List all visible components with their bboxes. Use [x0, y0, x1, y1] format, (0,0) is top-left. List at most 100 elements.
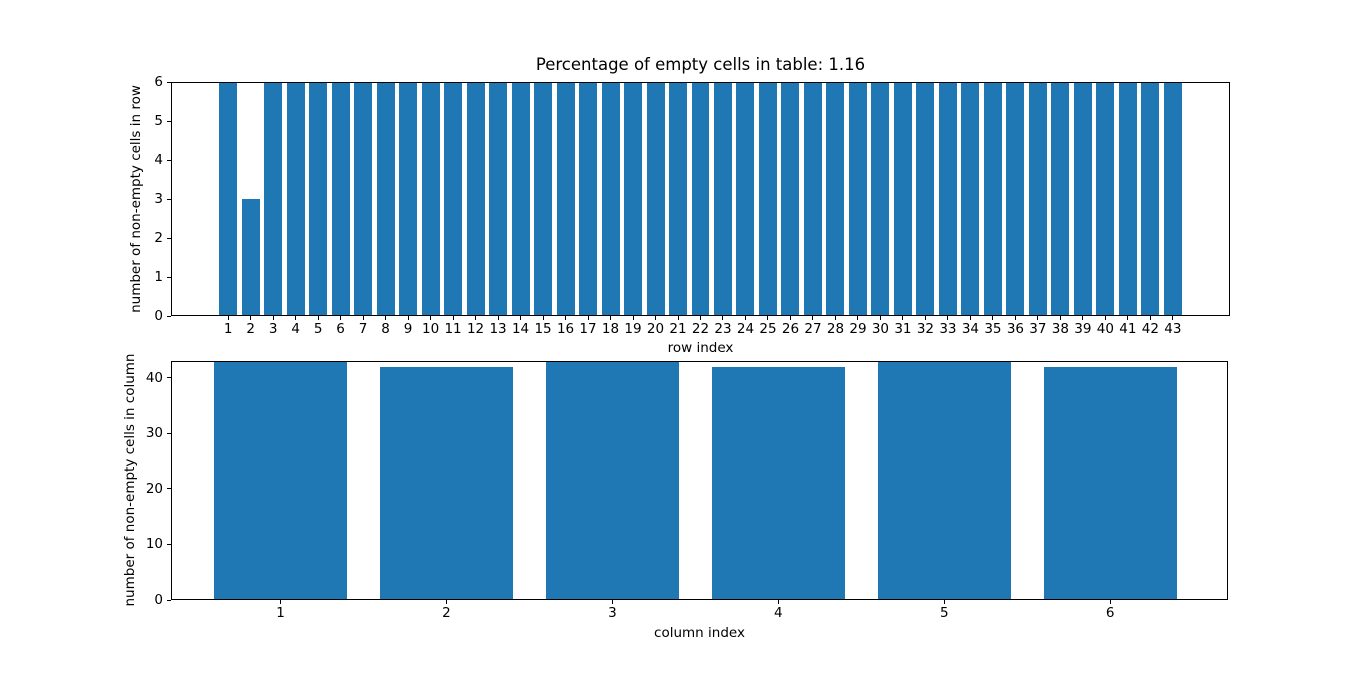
bar: [489, 82, 508, 316]
x-tick: [902, 316, 904, 320]
y-tick: [167, 488, 171, 490]
bar: [241, 199, 260, 316]
bar: [1096, 82, 1115, 316]
x-tick-label: 36: [1006, 321, 1024, 337]
x-tick: [520, 316, 522, 320]
x-tick: [879, 316, 881, 320]
x-tick-label: 7: [358, 321, 368, 337]
x-tick: [565, 316, 567, 320]
x-tick-label: 3: [608, 605, 617, 621]
y-tick: [167, 81, 171, 83]
y-tick-label: 10: [145, 536, 163, 553]
x-tick-label: 40: [1096, 321, 1114, 337]
x-tick-label: 28: [826, 321, 845, 337]
x-tick: [655, 316, 656, 320]
bar: [331, 82, 350, 316]
bar: [938, 82, 957, 316]
x-tick-label: 6: [336, 321, 345, 337]
bar: [376, 82, 395, 316]
plot-frame: [171, 82, 1230, 316]
x-tick: [497, 316, 499, 320]
x-tick-label: 14: [511, 321, 530, 337]
x-tick: [445, 600, 447, 604]
bar: [893, 82, 912, 316]
bar: [534, 82, 553, 316]
x-tick: [947, 316, 949, 320]
x-tick-label: 11: [444, 321, 462, 337]
x-tick: [385, 316, 387, 320]
x-tick: [1082, 316, 1084, 320]
bar: [1006, 82, 1025, 316]
y-tick: [167, 120, 171, 122]
y-tick-label: 0: [154, 308, 163, 324]
bar: [877, 361, 1011, 600]
y-tick-label: 6: [154, 74, 163, 90]
bar: [1163, 82, 1182, 316]
bar: [826, 82, 845, 316]
x-tick: [407, 316, 409, 320]
x-tick: [1104, 316, 1106, 320]
x-tick: [992, 316, 994, 320]
x-tick: [1014, 316, 1016, 320]
x-tick-label: 39: [1074, 321, 1092, 337]
x-tick: [812, 316, 814, 320]
x-tick-label: 5: [939, 605, 949, 621]
bar: [916, 82, 935, 316]
x-tick: [317, 316, 319, 320]
bar: [264, 82, 283, 316]
x-tick: [1037, 316, 1039, 320]
x-tick: [475, 316, 477, 320]
bar: [511, 82, 530, 316]
x-tick-label: 23: [714, 321, 732, 337]
bar: [214, 361, 347, 600]
bar: [848, 82, 867, 316]
y-tick: [167, 315, 171, 317]
x-tick-label: 19: [624, 321, 642, 337]
x-tick: [924, 316, 926, 320]
bar: [1028, 82, 1047, 316]
x-tick-label: 10: [421, 321, 440, 337]
y-tick-label: 0: [154, 592, 163, 608]
bar: [711, 366, 845, 600]
plot-frame: [171, 361, 1228, 600]
y-tick: [167, 599, 171, 601]
bar: [380, 366, 513, 600]
x-tick-label: 43: [1164, 321, 1182, 337]
x-tick-label: 1: [276, 605, 285, 621]
x-tick-label: 25: [759, 321, 777, 337]
x-tick: [340, 316, 342, 320]
y-tick-label: 40: [145, 369, 163, 386]
bar: [714, 82, 732, 316]
x-tick: [767, 316, 769, 320]
x-tick-label: 2: [442, 605, 451, 621]
bar: [354, 82, 373, 316]
x-tick-label: 12: [466, 321, 485, 337]
bar: [1051, 82, 1070, 316]
bar: [961, 82, 980, 316]
y-tick-label: 20: [145, 480, 163, 497]
bar: [1141, 82, 1160, 316]
x-tick-label: 30: [871, 321, 890, 337]
x-tick: [1172, 316, 1174, 320]
column-chart-x-axis-label: column index: [654, 625, 745, 641]
x-tick-label: 8: [381, 321, 390, 337]
x-tick: [857, 316, 859, 320]
row-chart-x-axis-label: row index: [667, 340, 734, 356]
x-tick-label: 17: [579, 321, 597, 337]
bar: [736, 82, 755, 316]
x-tick: [611, 600, 613, 604]
x-tick: [700, 316, 701, 320]
bar: [1043, 366, 1177, 600]
y-tick: [167, 237, 171, 239]
x-tick: [250, 316, 252, 320]
x-tick: [1109, 600, 1111, 604]
bar: [444, 82, 463, 316]
x-tick: [610, 316, 612, 320]
x-tick: [789, 316, 791, 320]
x-tick-label: 27: [804, 321, 822, 337]
x-tick-label: 37: [1029, 321, 1047, 337]
x-tick: [677, 316, 679, 320]
x-tick: [1127, 316, 1129, 320]
